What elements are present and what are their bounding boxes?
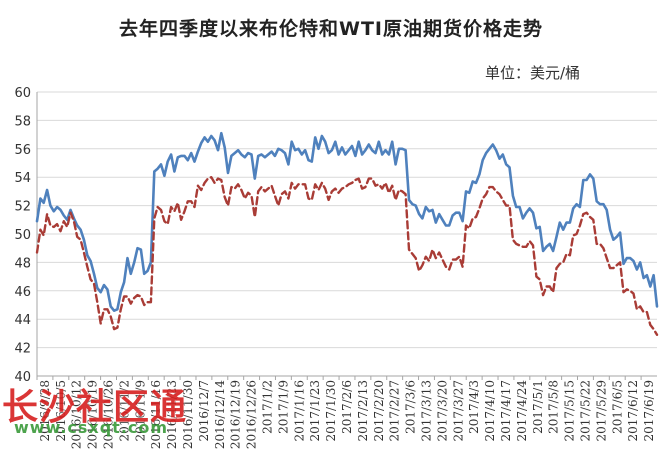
- y-tick-label: 40: [14, 370, 31, 385]
- x-tick-labels: 2016/9/28 2016/10/5 2016/10/12 2016/10/19 20…: [38, 380, 656, 449]
- x-tick-label: 2017/1/23: [308, 380, 322, 442]
- watermark-url: www.csxqt.com: [14, 418, 169, 437]
- x-tick-label: 2017/4/17: [499, 380, 513, 442]
- y-tick-label: 52: [14, 200, 31, 215]
- y-tick-label: 48: [14, 256, 31, 271]
- x-tick-label: 2017/2/20: [372, 380, 386, 442]
- x-tick-label: 2017/5/8: [547, 380, 561, 434]
- x-tick-label: 2017/5/15: [563, 380, 577, 442]
- x-tick-label: 2017/2/27: [388, 380, 402, 442]
- y-tick-label: 42: [14, 342, 31, 357]
- y-tick-label: 46: [14, 285, 31, 300]
- watermark: 长沙社区通 www.csxqt.com: [0, 378, 225, 440]
- x-tick-label: 2016/10/5: [54, 380, 68, 442]
- axes: [36, 92, 657, 380]
- chart-title: 去年四季度以来布伦特和WTI原油期货价格走势: [119, 18, 543, 40]
- x-tick-label: 2017/2/13: [356, 380, 370, 442]
- x-tick-label: 2017/2/6: [340, 380, 354, 434]
- y-tick-label: 56: [14, 143, 31, 158]
- x-tick-label: 2016/11/16: [149, 380, 163, 449]
- x-tick-label: 2017/3/13: [419, 380, 433, 442]
- x-tick-label: 2017/6/19: [642, 380, 656, 442]
- x-tick-label: 2017/5/1: [531, 380, 545, 434]
- x-tick-label: 2016/10/26: [102, 380, 116, 449]
- x-tick-label: 2017/3/27: [451, 380, 465, 442]
- unit-label: 单位：美元/桶: [485, 64, 581, 82]
- x-tick-label: 2016/12/19: [229, 380, 243, 449]
- x-tick-label: 2017/1/9: [276, 380, 290, 434]
- grid-lines: [37, 91, 657, 349]
- x-tick-label: 2016/11/9: [133, 380, 147, 442]
- x-tick-label: 2017/4/24: [515, 380, 529, 442]
- x-tick-label: 2017/4/3: [467, 380, 481, 434]
- x-tick-label: 2016/11/30: [181, 380, 195, 449]
- x-tick-label: 2016/12/26: [245, 380, 259, 449]
- y-tick-label: 60: [14, 86, 31, 101]
- x-tick-label: 2017/1/30: [324, 380, 338, 442]
- x-tick-label: 2016/10/12: [70, 380, 84, 449]
- watermark-text: 长沙社区通: [2, 387, 188, 428]
- y-tick-label: 44: [14, 313, 31, 328]
- x-tick-label: 2017/6/12: [626, 380, 640, 442]
- series-line-solid: [35, 131, 659, 313]
- x-tick-label: 2016/10/19: [86, 380, 100, 449]
- x-tick-label: 2016/11/23: [165, 380, 179, 449]
- x-tick-label: 2016/11/2: [117, 380, 131, 442]
- x-tick-label: 2017/3/6: [404, 380, 418, 434]
- y-tick-labels: 40 42 44 46 48 50 52 54 56 58 60: [14, 86, 31, 385]
- series-line-dashed: [35, 175, 659, 336]
- y-tick-label: 50: [14, 228, 31, 243]
- series-lines: [35, 131, 659, 336]
- x-tick-label: 2017/5/22: [578, 380, 592, 442]
- x-tick-label: 2017/4/10: [483, 380, 497, 442]
- x-tick-label: 2016/12/7: [197, 380, 211, 442]
- x-tick-label: 2017/5/29: [594, 380, 608, 442]
- x-tick-label: 2016/9/28: [38, 380, 52, 442]
- y-tick-label: 58: [14, 114, 31, 129]
- y-tick-label: 54: [14, 171, 31, 186]
- x-tick-label: 2017/3/20: [435, 380, 449, 442]
- x-tick-label: 2017/1/2: [261, 380, 275, 434]
- x-tick-label: 2017/1/16: [292, 380, 306, 442]
- x-tick-label: 2016/12/14: [213, 380, 227, 449]
- x-tick-label: 2017/6/5: [610, 380, 624, 434]
